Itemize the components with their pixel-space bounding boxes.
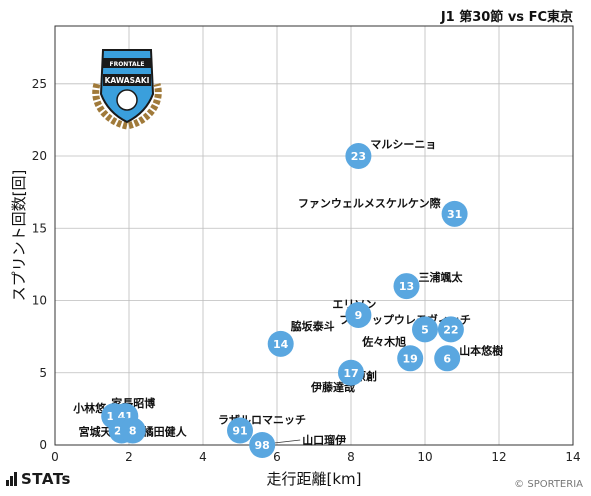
stats-brand-text: STATs: [21, 470, 71, 488]
player-point: [412, 316, 438, 343]
player-number-label: 98: [255, 439, 270, 452]
player-point: [434, 345, 461, 372]
player-point: [249, 432, 276, 458]
x-tick-label: 14: [565, 450, 580, 464]
player-point: [441, 200, 468, 227]
player-name-label: マルシーニョ: [370, 138, 436, 151]
player-point: [119, 417, 146, 444]
player-number-label: 22: [443, 323, 458, 336]
plot-frame: [54, 25, 574, 446]
player-number-label: 17: [343, 367, 358, 380]
stats-bars-icon: [6, 472, 17, 486]
kawasaki-frontale-crest-icon: FRONTALE KAWASAKI: [92, 49, 162, 130]
x-tick-label: 0: [51, 450, 59, 464]
crest-name-band: [103, 74, 151, 86]
x-tick-label: 6: [273, 450, 281, 464]
player-name-label: 山本悠樹: [459, 343, 503, 357]
x-tick-label: 4: [199, 450, 207, 464]
player-number-label: 6: [443, 352, 451, 365]
copyright-credit: © SPORTERIA: [514, 479, 583, 490]
y-axis-label: スプリント回数[回]: [10, 170, 28, 302]
x-axis-label: 走行距離[km]: [266, 470, 361, 488]
player-point: [437, 316, 464, 343]
player-number-label: 19: [403, 352, 418, 365]
player-name-label: 三浦颯太: [419, 270, 464, 284]
player-name-label: 小林悠: [72, 401, 107, 415]
stats-logo: STATs: [6, 470, 71, 488]
player-name-label: フィリップウレモヴィッチ: [339, 312, 471, 326]
player-point: [397, 345, 424, 372]
crest-name: KAWASAKI: [105, 76, 150, 85]
player-number-label: 5: [421, 323, 429, 336]
player-number-label: 13: [399, 280, 414, 293]
y-tick-label: 15: [32, 221, 47, 235]
y-tick-label: 10: [32, 294, 47, 308]
x-tick-label: 10: [417, 450, 432, 464]
player-name-label: 宮城天: [79, 425, 113, 439]
player-number-label: 14: [273, 338, 289, 351]
x-tick-label: 8: [347, 450, 355, 464]
player-number-label: 91: [232, 425, 247, 438]
player-point: [345, 301, 372, 328]
y-tick-label: 20: [32, 149, 47, 163]
player-number-label: 9: [355, 309, 363, 322]
player-number-label: 31: [447, 208, 462, 221]
x-tick-label: 12: [491, 450, 506, 464]
player-name-label: 橘田健人: [142, 425, 188, 439]
player-name-label: 山口瑠伊: [302, 433, 346, 447]
player-name-label: ファンウェルメスケルケン際: [298, 196, 442, 210]
player-number-label: 8: [129, 425, 137, 438]
player-name-label: 佐々木旭: [361, 334, 406, 348]
player-point: [227, 417, 253, 444]
player-point: [345, 143, 372, 170]
crest-ball: [116, 89, 138, 111]
player-point: [267, 330, 294, 357]
y-tick-label: 5: [39, 366, 47, 380]
y-tick-label: 25: [32, 77, 47, 91]
player-point: [393, 273, 420, 300]
crest-band: [103, 58, 151, 68]
player-name-label: 脇坂泰斗: [291, 319, 335, 333]
laurel-wreath: [92, 82, 162, 130]
crest-motto: FRONTALE: [109, 61, 144, 68]
leader-line: [274, 439, 301, 444]
player-number-label: 23: [351, 150, 366, 163]
player-point: [338, 359, 364, 386]
chart-title: J1 第30節 vs FC東京: [440, 10, 573, 25]
y-tick-label: 0: [39, 438, 47, 452]
x-tick-label: 2: [125, 450, 133, 464]
